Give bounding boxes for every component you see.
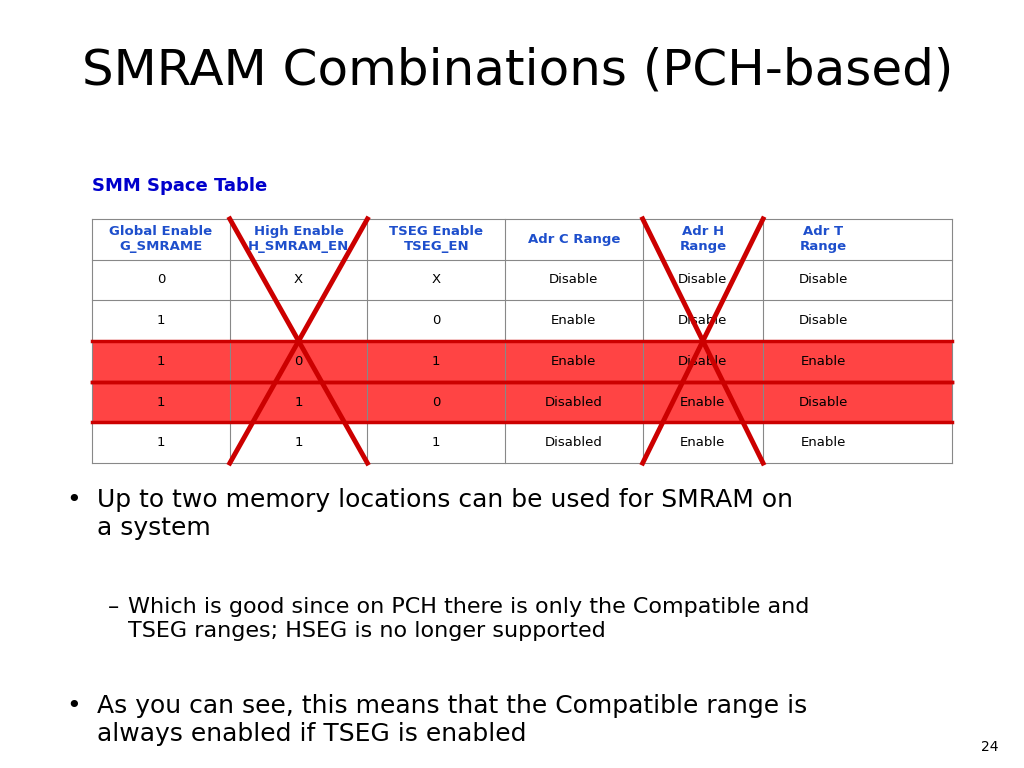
Text: SMM Space Table: SMM Space Table [92, 177, 267, 194]
Text: High Enable
H_SMRAM_EN: High Enable H_SMRAM_EN [248, 225, 349, 253]
Text: Enable: Enable [680, 396, 726, 409]
Text: 1: 1 [432, 355, 440, 368]
Text: Up to two memory locations can be used for SMRAM on
a system: Up to two memory locations can be used f… [97, 488, 794, 541]
Text: Which is good since on PCH there is only the Compatible and
TSEG ranges; HSEG is: Which is good since on PCH there is only… [128, 597, 809, 641]
Text: Enable: Enable [801, 355, 846, 368]
Text: Disable: Disable [799, 273, 848, 286]
Bar [92, 382, 952, 422]
Text: 0: 0 [432, 314, 440, 327]
Text: •: • [67, 694, 81, 717]
Text: 1: 1 [432, 436, 440, 449]
Text: Enable: Enable [801, 436, 846, 449]
Text: Adr C Range: Adr C Range [527, 233, 621, 246]
Text: –: – [108, 597, 119, 617]
Text: Disable: Disable [678, 355, 728, 368]
Bar [92, 219, 952, 463]
Text: Disable: Disable [549, 273, 599, 286]
Text: X: X [432, 273, 440, 286]
Text: 24: 24 [981, 740, 998, 754]
Text: Enable: Enable [551, 314, 597, 327]
Text: 1: 1 [294, 436, 303, 449]
Bar [92, 341, 952, 382]
Text: Disable: Disable [799, 314, 848, 327]
Text: X: X [294, 273, 303, 286]
Text: 0: 0 [157, 273, 165, 286]
Text: Adr T
Range: Adr T Range [800, 225, 847, 253]
Text: Disable: Disable [678, 273, 728, 286]
Text: Disabled: Disabled [545, 436, 603, 449]
Text: SMRAM Combinations (PCH-based): SMRAM Combinations (PCH-based) [82, 46, 953, 94]
Text: 1: 1 [294, 396, 303, 409]
Text: Disable: Disable [678, 314, 728, 327]
Text: Disable: Disable [799, 396, 848, 409]
Text: 0: 0 [295, 355, 303, 368]
Text: Enable: Enable [551, 355, 597, 368]
Text: 1: 1 [157, 314, 165, 327]
Text: TSEG Enable
TSEG_EN: TSEG Enable TSEG_EN [389, 225, 483, 253]
Text: As you can see, this means that the Compatible range is
always enabled if TSEG i: As you can see, this means that the Comp… [97, 694, 808, 746]
Text: Global Enable
G_SMRAME: Global Enable G_SMRAME [110, 225, 213, 253]
Text: 1: 1 [157, 355, 165, 368]
Text: 0: 0 [432, 396, 440, 409]
Text: •: • [67, 488, 81, 511]
Text: 1: 1 [157, 396, 165, 409]
Text: Adr H
Range: Adr H Range [679, 225, 726, 253]
Text: Enable: Enable [680, 436, 726, 449]
Text: Disabled: Disabled [545, 396, 603, 409]
Text: 1: 1 [157, 436, 165, 449]
